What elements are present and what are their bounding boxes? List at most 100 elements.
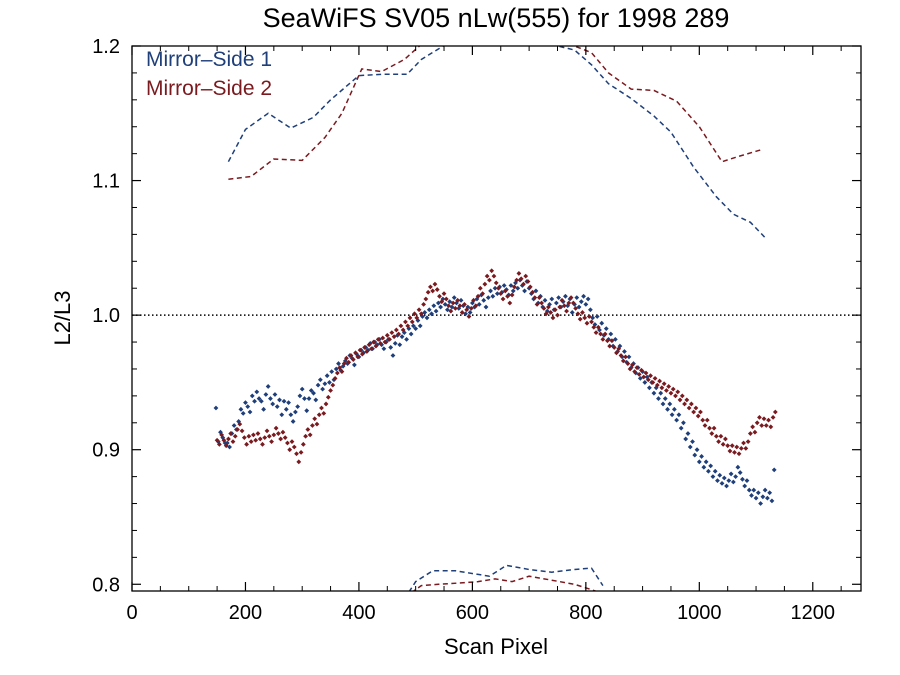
data-point-series-1 (361, 350, 366, 356)
data-point-series-2 (221, 437, 227, 443)
data-point-series-2 (307, 432, 313, 438)
data-point-series-1 (712, 468, 718, 474)
data-point-series-2 (437, 293, 442, 299)
data-point-series-2 (330, 382, 336, 388)
data-point-series-2 (214, 437, 220, 443)
data-point-series-2 (695, 413, 701, 419)
data-point-series-1 (699, 454, 704, 459)
data-point-series-2 (473, 303, 479, 309)
data-point-series-2 (271, 432, 277, 438)
data-point-series-1 (690, 439, 695, 445)
data-point-series-2 (754, 420, 760, 426)
data-point-series-2 (391, 334, 397, 340)
data-point-series-2 (446, 303, 451, 309)
data-point-series-1 (735, 464, 741, 470)
data-point-series-2 (278, 436, 284, 442)
data-point-series-2 (414, 315, 420, 321)
data-point-series-2 (593, 330, 599, 336)
data-point-series-2 (459, 310, 465, 315)
data-point-series-1 (687, 444, 693, 450)
data-point-series-2 (718, 433, 724, 439)
data-point-series-1 (324, 373, 330, 379)
envelope-line-upper (227, 46, 766, 238)
data-point-series-2 (434, 287, 440, 292)
data-point-series-2 (296, 459, 302, 465)
data-point-series-1 (227, 444, 232, 450)
data-point-series-1 (651, 390, 657, 396)
data-point-series-2 (303, 433, 308, 439)
data-point-series-2 (732, 449, 737, 455)
data-point-series-2 (568, 295, 574, 301)
data-point-series-2 (543, 311, 549, 317)
data-point-series-2 (491, 273, 497, 279)
data-point-series-2 (757, 415, 762, 420)
data-point-series-1 (701, 464, 707, 470)
data-point-series-2 (471, 297, 476, 303)
data-point-series-2 (264, 428, 270, 434)
data-point-series-1 (265, 384, 271, 389)
data-point-series-1 (587, 307, 593, 313)
data-point-series-2 (314, 421, 320, 427)
data-point-series-1 (553, 300, 559, 306)
data-point-series-1 (578, 299, 584, 305)
x-tick-label: 800 (569, 602, 602, 624)
data-points (213, 268, 778, 506)
data-point-series-1 (501, 283, 507, 288)
data-point-series-1 (669, 412, 675, 418)
data-point-series-2 (532, 295, 538, 301)
data-point-series-2 (323, 401, 329, 407)
data-point-series-2 (734, 444, 740, 450)
data-point-series-1 (238, 406, 244, 412)
data-point-series-2 (516, 271, 522, 276)
data-point-series-2 (645, 377, 651, 383)
data-point-series-1 (599, 320, 605, 326)
data-point-series-2 (509, 292, 515, 298)
data-point-series-2 (341, 361, 347, 366)
data-point-series-1 (249, 393, 255, 399)
data-point-series-1 (290, 419, 296, 424)
data-point-series-2 (310, 423, 315, 428)
data-point-series-1 (213, 405, 219, 411)
data-point-series-2 (219, 432, 225, 438)
data-point-series-2 (738, 445, 744, 451)
data-point-series-1 (746, 487, 752, 493)
data-point-series-2 (251, 432, 256, 438)
data-point-series-1 (522, 288, 527, 294)
data-point-series-2 (282, 435, 288, 440)
data-point-series-2 (216, 441, 222, 447)
data-point-series-2 (482, 281, 488, 287)
data-point-series-1 (399, 334, 405, 340)
data-point-series-1 (476, 301, 482, 307)
data-point-series-1 (263, 392, 269, 397)
data-point-series-2 (623, 354, 628, 360)
data-point-series-1 (526, 285, 532, 291)
data-point-series-1 (585, 296, 591, 302)
data-point-series-2 (325, 394, 331, 400)
data-point-series-2 (648, 373, 653, 379)
data-point-series-1 (279, 412, 285, 418)
data-point-series-2 (534, 301, 540, 307)
data-point-series-2 (575, 311, 581, 317)
data-point-series-2 (561, 303, 567, 309)
data-point-series-2 (673, 393, 678, 399)
data-point-series-2 (713, 433, 719, 439)
data-point-series-2 (362, 345, 367, 350)
data-point-series-1 (315, 382, 321, 388)
data-point-series-2 (550, 315, 556, 321)
data-point-series-1 (295, 404, 301, 410)
data-point-series-2 (586, 314, 592, 319)
data-point-series-1 (392, 340, 398, 346)
data-point-series-2 (518, 276, 524, 282)
x-tick-label: 1200 (791, 602, 836, 624)
data-point-series-1 (388, 345, 394, 350)
data-point-series-1 (397, 342, 403, 348)
data-point-series-1 (220, 435, 226, 440)
data-point-series-2 (321, 410, 327, 416)
legend: Mirror–Side 1 Mirror–Side 2 (146, 48, 272, 100)
data-point-series-1 (433, 308, 439, 314)
data-point-series-1 (751, 487, 757, 493)
data-point-series-2 (373, 343, 379, 349)
data-point-series-2 (257, 436, 263, 442)
data-point-series-2 (768, 424, 774, 430)
data-point-series-1 (662, 396, 668, 401)
